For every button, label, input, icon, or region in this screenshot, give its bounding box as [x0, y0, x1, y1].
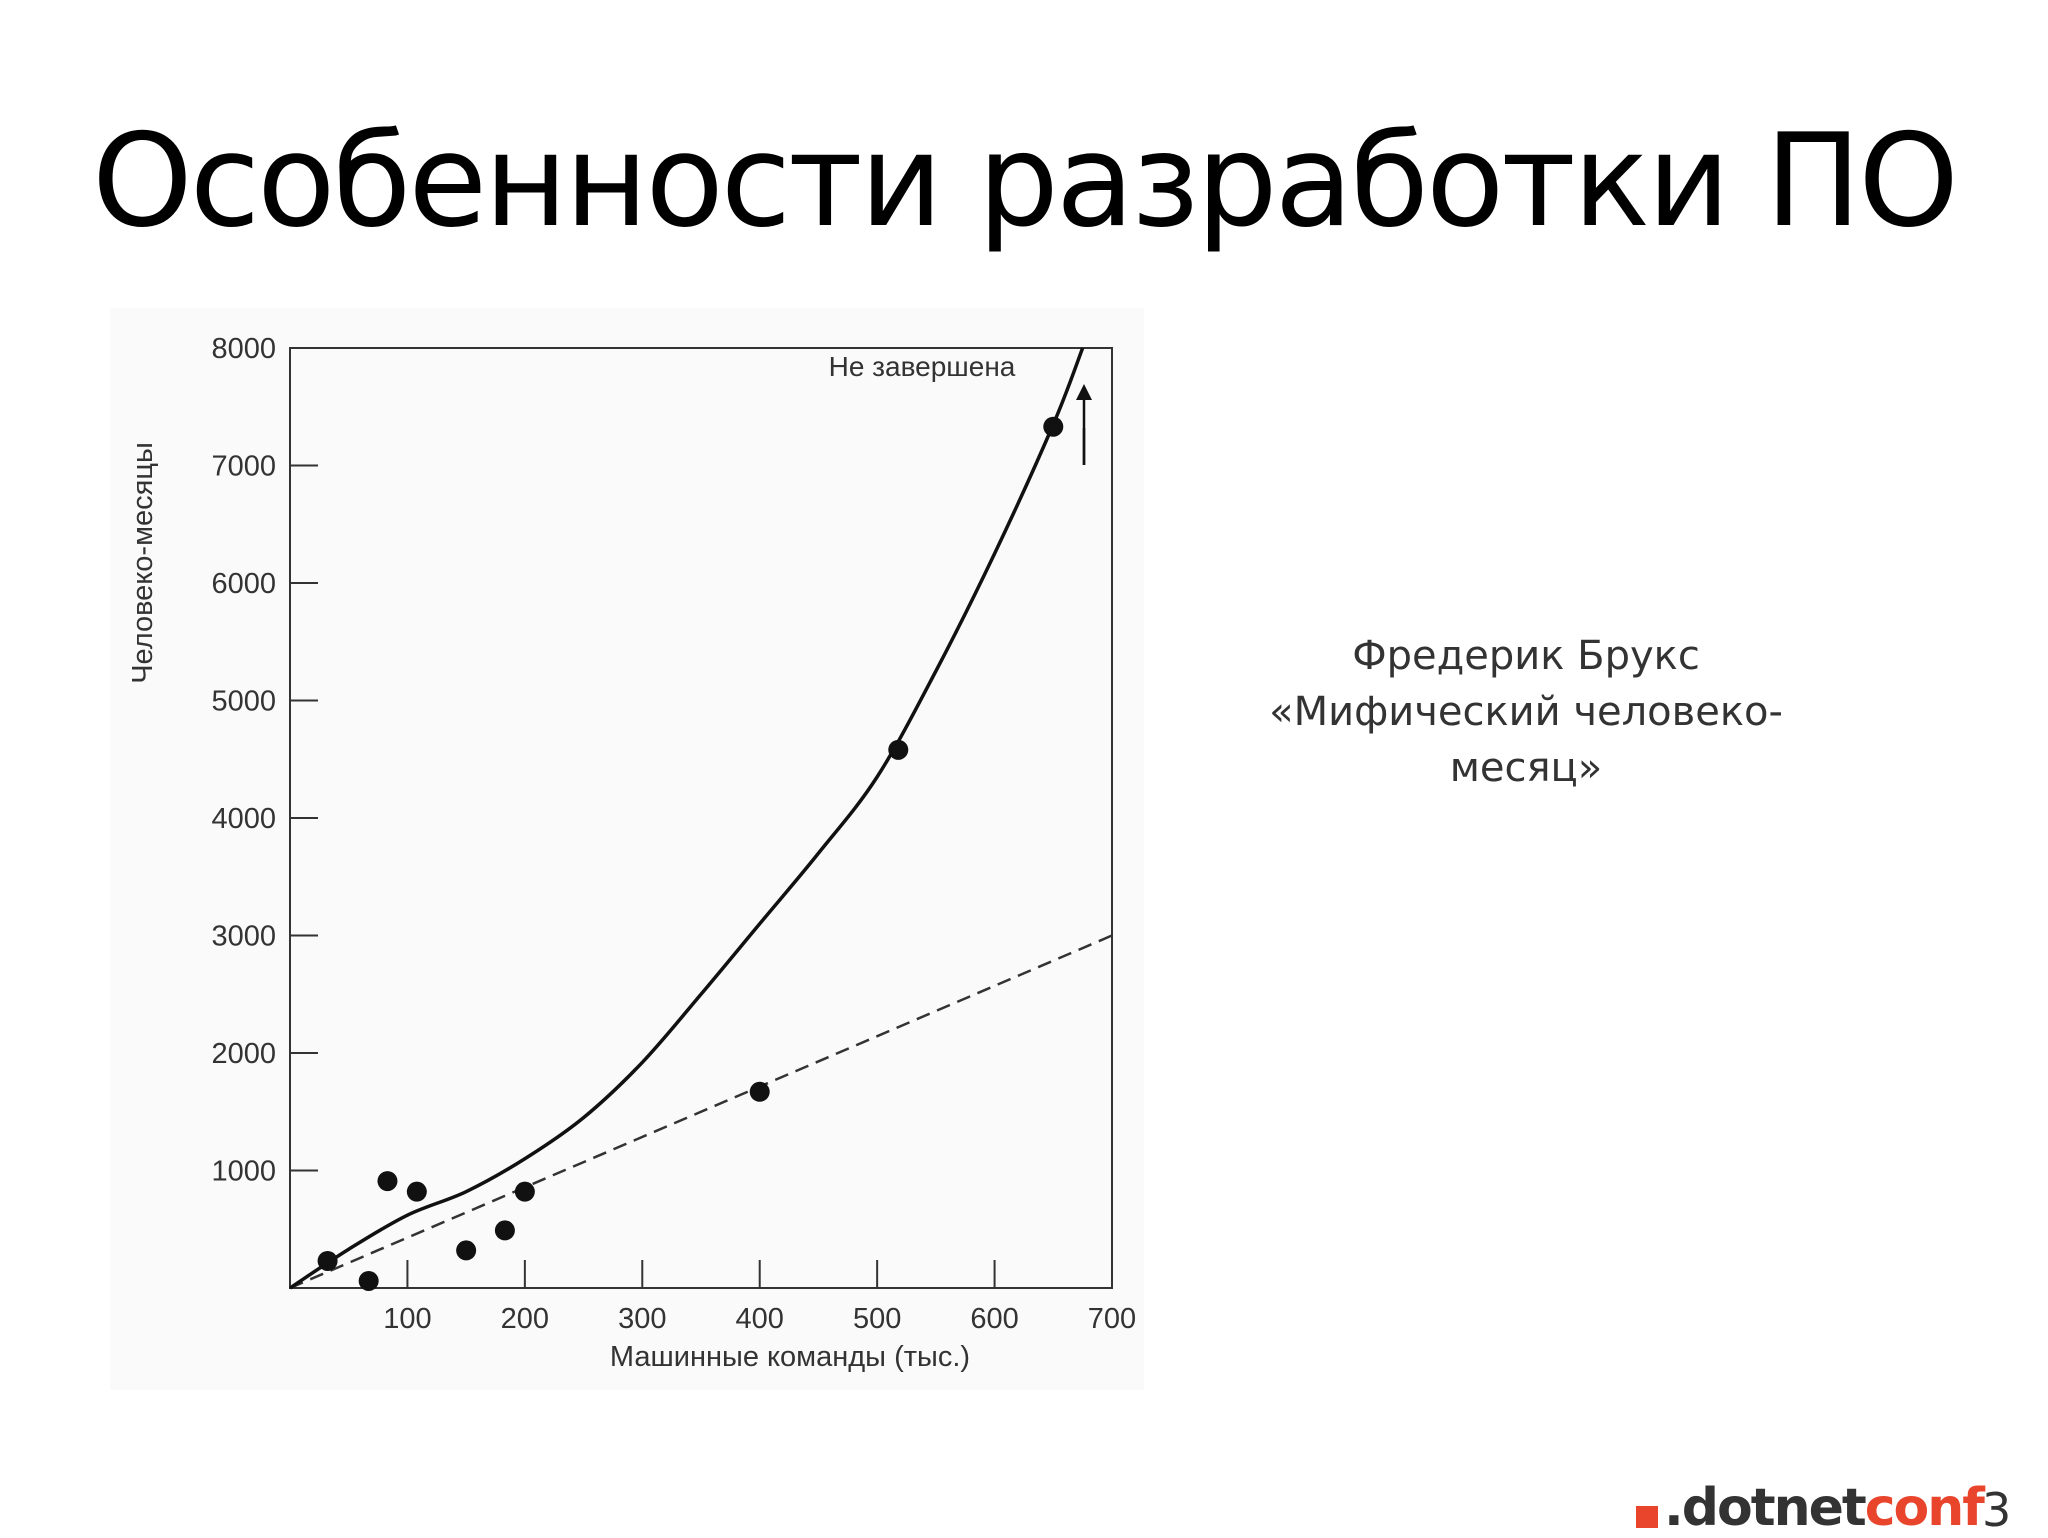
slide-title: Особенности разработки ПО	[91, 107, 1959, 256]
arrow-up-icon	[1076, 384, 1092, 465]
data-point	[456, 1240, 477, 1261]
data-point	[317, 1250, 338, 1271]
x-tick-label: 500	[853, 1303, 901, 1335]
y-axis-label: Человеко-месяцы	[127, 442, 159, 684]
citation-line-title-1: «Мифический человеко-	[1269, 689, 1783, 735]
y-tick-label: 3000	[211, 921, 276, 953]
x-tick-label: 400	[736, 1303, 784, 1335]
logo-dot: .	[1664, 1478, 1684, 1538]
y-tick-label: 1000	[211, 1156, 276, 1188]
chart: 1000 2000 3000 4000 5000 6000 7000 8000 100 200 3…	[110, 308, 1144, 1390]
data-point	[377, 1171, 398, 1192]
data-point	[358, 1270, 379, 1291]
y-tick-label: 2000	[211, 1038, 276, 1070]
data-point	[1043, 416, 1064, 437]
data-point	[888, 739, 909, 760]
citation-line-author: Фредерик Брукс	[1352, 633, 1700, 679]
y-axis-ticks: 1000 2000 3000 4000 5000 6000 7000 8000	[211, 333, 318, 1188]
y-tick-label: 7000	[211, 451, 276, 483]
y-tick-label: 6000	[211, 568, 276, 600]
data-point	[494, 1220, 515, 1241]
y-tick-label: 5000	[211, 686, 276, 718]
trend-dashed-line	[289, 934, 1113, 1290]
x-axis-ticks: 100 200 300 400 500 600 700	[383, 1260, 1136, 1335]
data-points	[317, 416, 1064, 1291]
logo-conf: conf	[1864, 1478, 1985, 1538]
fit-curve	[289, 347, 1085, 1290]
citation-line-title-2: месяц»	[1449, 745, 1603, 791]
x-axis-label: Машинные команды (тыс.)	[610, 1341, 970, 1373]
x-tick-label: 700	[1088, 1303, 1136, 1335]
chart-svg: 1000 2000 3000 4000 5000 6000 7000 8000 100 200 3…	[127, 333, 1136, 1373]
plot-frame	[289, 347, 1113, 1289]
x-tick-label: 100	[383, 1303, 431, 1335]
data-point	[749, 1081, 770, 1102]
y-tick-label: 4000	[211, 803, 276, 835]
x-tick-label: 600	[970, 1303, 1018, 1335]
book-citation: Фредерик Брукс «Мифический человеко- мес…	[1246, 628, 1806, 796]
logo-square-icon	[1636, 1506, 1658, 1528]
data-point	[406, 1181, 427, 1202]
y-tick-label: 8000	[211, 333, 276, 365]
x-tick-label: 300	[618, 1303, 666, 1335]
annotation-label: Не завершена	[829, 351, 1016, 382]
data-point	[514, 1181, 535, 1202]
logo-dotnet: dotnet	[1681, 1478, 1867, 1538]
dotnetconf-logo: .dotnetconf	[1636, 1478, 1985, 1538]
page-number: 3	[1982, 1483, 2012, 1537]
x-tick-label: 200	[501, 1303, 549, 1335]
